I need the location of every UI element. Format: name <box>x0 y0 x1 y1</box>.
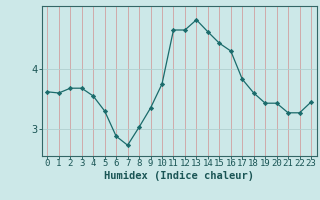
X-axis label: Humidex (Indice chaleur): Humidex (Indice chaleur) <box>104 171 254 181</box>
